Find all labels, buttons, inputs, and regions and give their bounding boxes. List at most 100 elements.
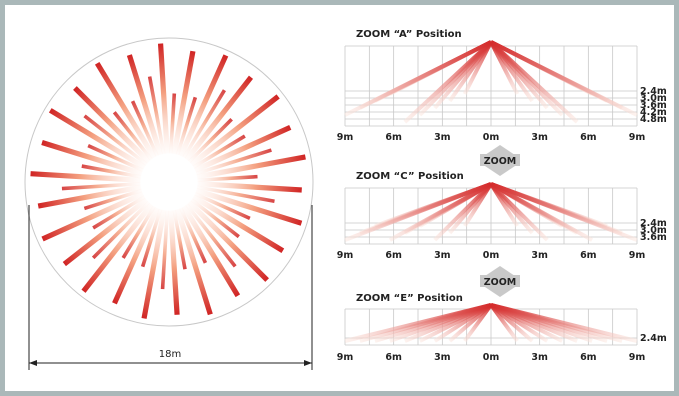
beam-outer (181, 205, 241, 298)
side-beam (463, 303, 493, 343)
side-beam (344, 182, 492, 242)
radial-beam (178, 54, 229, 157)
radial-beam-short (195, 148, 272, 176)
radial-beam-short (172, 209, 187, 270)
x-tick-label: 3m (531, 132, 548, 143)
radial-beam-short (83, 188, 143, 211)
x-tick-label: 0m (483, 132, 500, 143)
radial-beam-short (92, 195, 146, 230)
beam-outer (112, 207, 160, 305)
radial-beam-short (81, 164, 142, 179)
side-beam (489, 182, 519, 228)
beam-outer (168, 210, 180, 315)
radial-beam (41, 191, 144, 242)
x-tick-label: 0m (483, 352, 500, 363)
zoom-arrow-down-icon (482, 285, 518, 297)
x-tick-label: 3m (531, 352, 548, 363)
side-beam-shape (462, 41, 493, 95)
radial-beam-short (160, 210, 170, 290)
beam-inner (179, 207, 208, 264)
side-beam-shape (463, 182, 493, 228)
range-label: 3.6m (640, 100, 667, 111)
radial-beam-short (192, 134, 246, 169)
radial-beam (184, 75, 254, 162)
beam-inner (160, 210, 170, 290)
radial-beam (168, 210, 180, 315)
radial-beam (175, 208, 213, 316)
side-beam-shape (403, 40, 493, 124)
zoom-a-panel: ZOOM “A” Position 2.4m3.0m3.6m4.2m4.8m 9m 6… (337, 29, 667, 143)
x-tick-label: 6m (580, 352, 597, 363)
radial-beam (126, 54, 163, 156)
x-tick-label: 6m (385, 250, 402, 261)
x-tick-label: 6m (580, 250, 597, 261)
radial-beam (73, 86, 151, 164)
zoom-arrow-body (480, 154, 520, 166)
beam-outer (187, 200, 269, 282)
radial-beam-short (182, 89, 226, 159)
beam-inner (195, 148, 272, 176)
radial-beam (171, 50, 196, 155)
top-view-circle: 18m (24, 37, 314, 370)
beam-inner (92, 195, 146, 230)
side-beam-shape (388, 182, 492, 242)
beam-inner (83, 188, 143, 211)
range-label: 3.6m (640, 232, 667, 243)
radial-beam (62, 197, 149, 267)
radial-beam (189, 94, 280, 167)
radial-beam (181, 205, 241, 298)
radial-beams (30, 43, 306, 319)
range-label: 3.0m (640, 225, 667, 236)
beam-outer (195, 188, 303, 226)
side-beam-shape (344, 40, 492, 117)
panel-title: ZOOM “C” Position (356, 171, 464, 182)
radial-beam-short (83, 114, 148, 166)
beam-inner (187, 118, 233, 164)
radial-beam-short (179, 207, 208, 264)
radial-beam (112, 207, 160, 305)
side-beam-shape (489, 41, 520, 95)
side-beam (344, 303, 492, 343)
x-tick-label: 6m (385, 352, 402, 363)
beam-inner (185, 203, 237, 268)
beam-outer (62, 197, 149, 267)
side-beam-shape (463, 303, 493, 343)
side-beam (462, 41, 493, 95)
x-tick-label: 3m (434, 250, 451, 261)
beam-outer (41, 140, 143, 176)
x-tick-label: 9m (629, 352, 646, 363)
beam-outer (157, 43, 170, 154)
side-beam (489, 182, 549, 242)
x-tick-label: 6m (580, 132, 597, 143)
radial-beam (194, 124, 292, 173)
radial-beam-short (130, 100, 159, 157)
radial-beam (30, 171, 141, 183)
x-tick-label: 3m (531, 250, 548, 261)
range-label: 2.4m (640, 218, 667, 229)
side-beam-shape (489, 182, 519, 228)
beam-outer (94, 61, 157, 159)
x-tick-label: 9m (337, 132, 354, 143)
side-beam (490, 40, 638, 117)
side-beam (344, 40, 492, 117)
radial-beam (187, 200, 269, 282)
radial-beam-short (185, 203, 237, 268)
side-beam-shape (489, 40, 579, 124)
side-beam-shape (490, 303, 638, 343)
beam-inner (196, 185, 275, 204)
radial-beam-short (197, 174, 258, 183)
side-beam (490, 303, 638, 343)
x-tick-label: 3m (434, 352, 451, 363)
x-tick-label: 6m (385, 132, 402, 143)
beam-outer (30, 171, 141, 183)
beam-inner (172, 209, 187, 270)
zoom-label: ZOOM (484, 277, 517, 288)
range-label: 2.4m (640, 333, 667, 344)
range-label: 2.4m (640, 86, 667, 97)
beam-outer (81, 202, 154, 293)
beam-outer (197, 181, 302, 193)
side-beam-shape (433, 182, 493, 242)
beam-inner (175, 96, 198, 156)
